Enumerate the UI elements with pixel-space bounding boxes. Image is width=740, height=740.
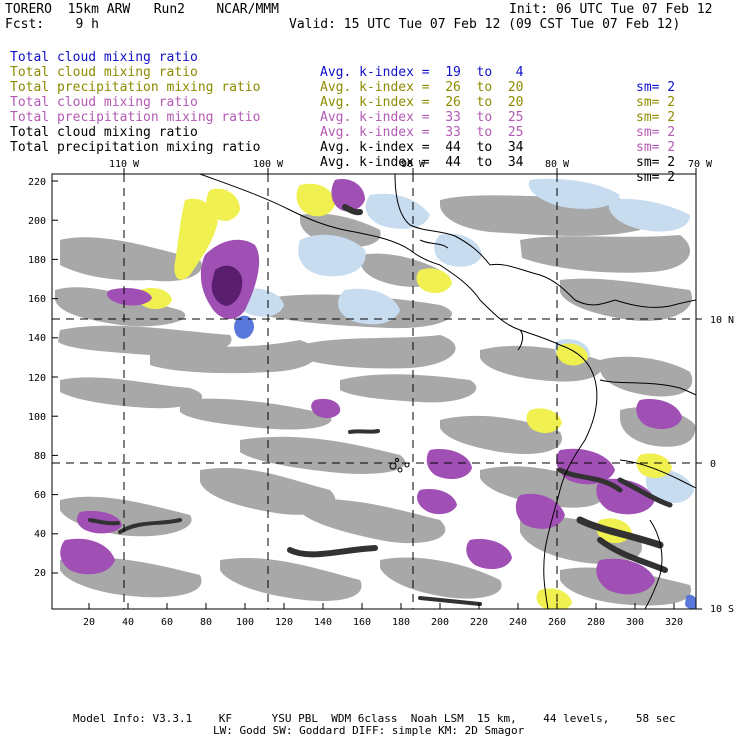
left-index-labels: 220 200 180 160 140 120 100 80 60 40 20 bbox=[28, 177, 46, 579]
x-index-label: 300 bbox=[626, 617, 644, 628]
legend-sm: sm= 2 bbox=[636, 155, 676, 170]
legend-row: Total precipitation mixing ratio Avg. k-… bbox=[5, 125, 675, 200]
legend-var-name: Total cloud mixing ratio bbox=[10, 95, 198, 110]
legend-var-name: Total precipitation mixing ratio bbox=[10, 80, 261, 95]
x-index-label: 260 bbox=[548, 617, 566, 628]
y-index-label: 140 bbox=[28, 333, 46, 344]
lat-label: 10 N bbox=[710, 315, 734, 326]
x-index-label: 140 bbox=[314, 617, 332, 628]
right-lat-labels: 10 N 0 10 S bbox=[710, 315, 734, 615]
x-index-label: 80 bbox=[200, 617, 212, 628]
lon-label: 80 W bbox=[545, 159, 570, 170]
legend-sm: sm= 2 bbox=[636, 110, 676, 125]
legend-row: Total cloud mixing ratio Avg. k-index = … bbox=[5, 50, 675, 125]
y-index-label: 220 bbox=[28, 177, 46, 188]
legend-kindex: Avg. k-index = 26 to 20 bbox=[320, 95, 524, 110]
latlon-grid bbox=[52, 174, 696, 609]
legend-var-name: Total precipitation mixing ratio bbox=[10, 110, 261, 125]
legend-var-name: Total cloud mixing ratio bbox=[10, 65, 198, 80]
x-index-label: 40 bbox=[122, 617, 134, 628]
x-index-label: 100 bbox=[236, 617, 254, 628]
top-lon-labels: 110 W 100 W 90 W 80 W 70 W bbox=[109, 159, 713, 170]
valid-time: Valid: 15 UTC Tue 07 Feb 12 (09 CST Tue … bbox=[289, 17, 681, 32]
x-index-label: 280 bbox=[587, 617, 605, 628]
legend-row: Total precipitation mixing ratio Avg. k-… bbox=[5, 95, 675, 170]
y-index-label: 180 bbox=[28, 255, 46, 266]
axis-ticks bbox=[52, 168, 702, 610]
legend-sm: sm= 2 bbox=[636, 125, 676, 140]
map-frame bbox=[51, 173, 697, 610]
model-title: TORERO 15km ARW Run2 NCAR/MMM bbox=[5, 2, 279, 17]
physics-info: LW: Godd SW: Goddard DIFF: simple KM: 2D… bbox=[213, 724, 525, 737]
map-fields bbox=[52, 174, 696, 609]
x-index-label: 180 bbox=[392, 617, 410, 628]
legend-kindex: Avg. k-index = 26 to 20 bbox=[320, 80, 524, 95]
y-index-label: 60 bbox=[34, 490, 46, 501]
y-index-label: 100 bbox=[28, 412, 46, 423]
y-index-label: 160 bbox=[28, 294, 46, 305]
legend-sm: sm= 2 bbox=[636, 95, 676, 110]
legend-var-name: Total cloud mixing ratio bbox=[10, 50, 198, 65]
forecast-hour: Fcst: 9 h bbox=[5, 17, 99, 32]
x-index-label: 160 bbox=[353, 617, 371, 628]
cloud-field-yellow bbox=[136, 183, 672, 609]
cloud-field-blue bbox=[234, 315, 696, 609]
init-time: Init: 06 UTC Tue 07 Feb 12 bbox=[509, 2, 713, 17]
legend-kindex: Avg. k-index = 33 to 25 bbox=[320, 110, 524, 125]
lon-label: 70 W bbox=[688, 159, 713, 170]
lat-label: 0 bbox=[710, 459, 716, 470]
legend-kindex: Avg. k-index = 44 to 34 bbox=[320, 155, 524, 170]
x-index-label: 20 bbox=[83, 617, 95, 628]
legend-kindex: Avg. k-index = 19 to 4 bbox=[320, 65, 524, 80]
legend-var-name: Total cloud mixing ratio bbox=[10, 125, 198, 140]
legend-kindex: Avg. k-index = 44 to 34 bbox=[320, 140, 524, 155]
legend-sm: sm= 2 bbox=[636, 140, 676, 155]
x-index-label: 220 bbox=[470, 617, 488, 628]
x-index-label: 320 bbox=[665, 617, 683, 628]
y-index-label: 20 bbox=[34, 568, 46, 579]
lon-label: 110 W bbox=[109, 159, 140, 170]
legend-sm: sm= 2 bbox=[636, 80, 676, 95]
legend-row: Total cloud mixing ratio Avg. k-index = … bbox=[5, 110, 675, 185]
model-info: Model Info: V3.3.1 KF YSU PBL WDM 6class… bbox=[73, 712, 676, 725]
legend-row: Total cloud mixing ratio Avg. k-index = … bbox=[5, 80, 675, 155]
legend-kindex: Avg. k-index = 33 to 25 bbox=[320, 125, 524, 140]
y-index-label: 200 bbox=[28, 216, 46, 227]
cloud-field-gray bbox=[55, 195, 696, 606]
x-index-label: 200 bbox=[431, 617, 449, 628]
legend-var-name: Total precipitation mixing ratio bbox=[10, 140, 261, 155]
bottom-index-labels: 20 40 60 80 100 120 140 160 180 200 220 … bbox=[83, 617, 683, 628]
y-index-label: 40 bbox=[34, 529, 46, 540]
lon-label: 90 W bbox=[401, 159, 426, 170]
cloud-field-dark-purple bbox=[211, 265, 243, 306]
lon-label: 100 W bbox=[253, 159, 284, 170]
x-index-label: 120 bbox=[275, 617, 293, 628]
cloud-field-purple bbox=[60, 179, 682, 595]
y-index-label: 120 bbox=[28, 373, 46, 384]
lat-label: 10 S bbox=[710, 604, 734, 615]
x-index-label: 240 bbox=[509, 617, 527, 628]
legend-row: Total cloud mixing ratio Avg. k-index = … bbox=[5, 35, 675, 110]
y-index-label: 80 bbox=[34, 451, 46, 462]
legend-row: Total precipitation mixing ratio Avg. k-… bbox=[5, 65, 675, 140]
x-index-label: 60 bbox=[161, 617, 173, 628]
